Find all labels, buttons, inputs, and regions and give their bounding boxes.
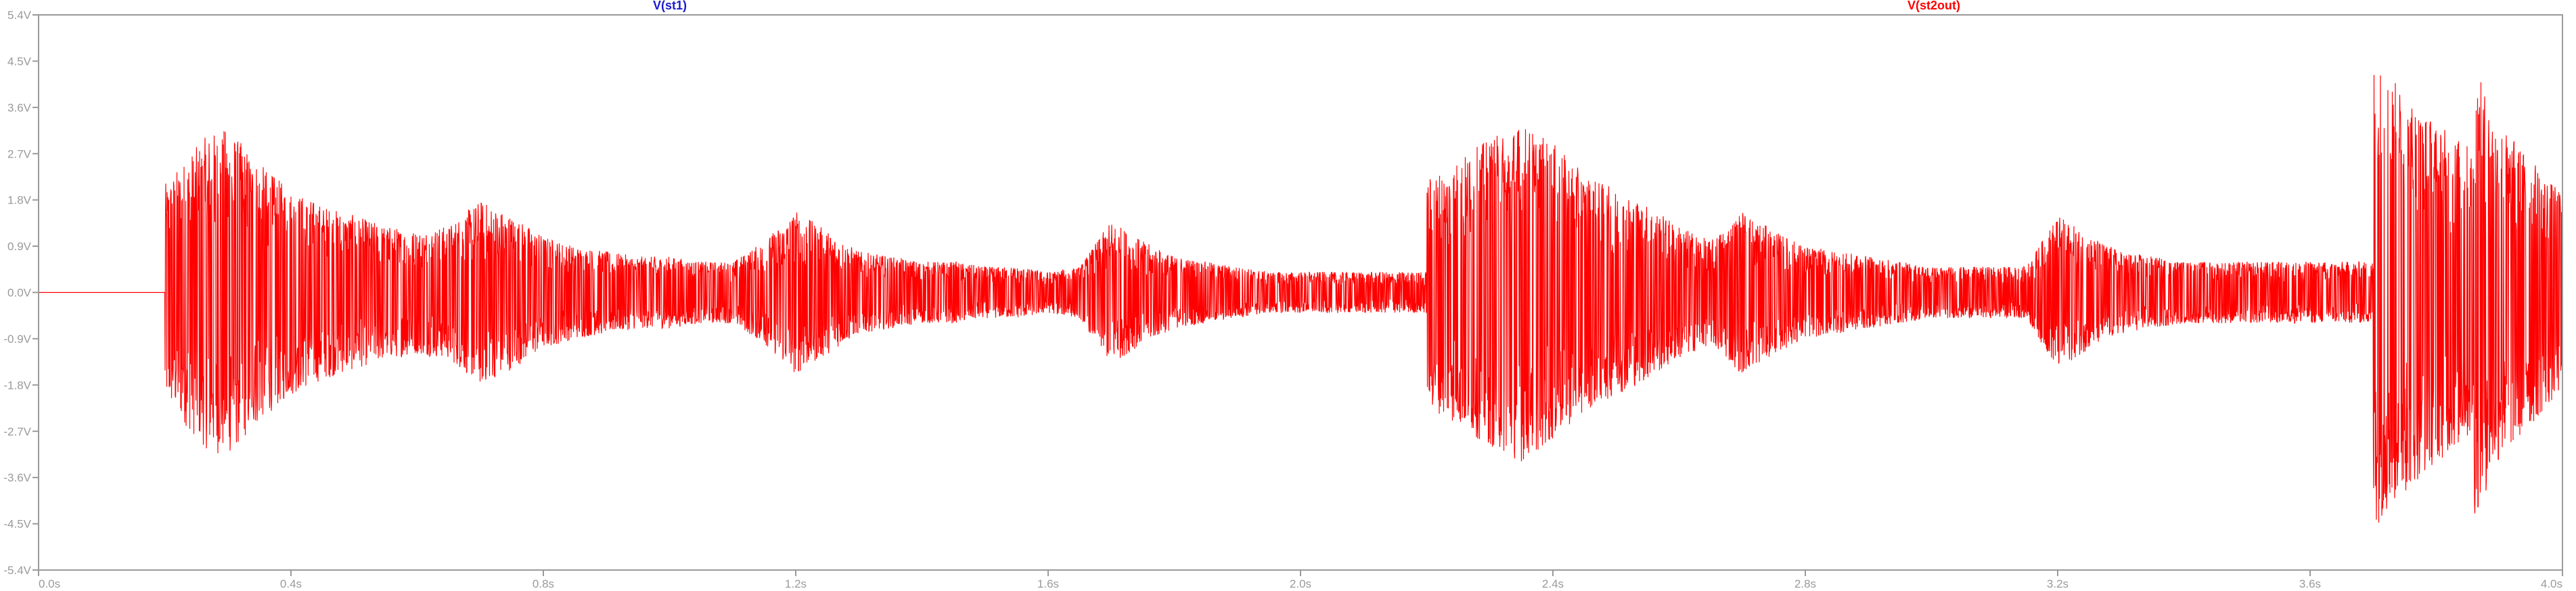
y-tick-label: 3.6V xyxy=(7,101,32,114)
y-tick-label: 0.9V xyxy=(7,240,32,253)
axes: 5.4V 4.5V 3.6V 2.7V 1.8V 0.9V 0.0V -0.9V -1.8V -2… xyxy=(3,9,2563,590)
x-tick-label: 0.0s xyxy=(39,577,60,590)
x-tick-label: 4.0s xyxy=(2541,577,2562,590)
x-tick-label: 0.8s xyxy=(533,577,554,590)
y-tick-label: 5.4V xyxy=(7,9,32,22)
y-tick-label: -1.8V xyxy=(3,379,31,392)
trace-label-v-st1[interactable]: V(st1) xyxy=(653,0,687,12)
x-tick-label: 2.0s xyxy=(1290,577,1311,590)
x-tick-label: 3.6s xyxy=(2299,577,2321,590)
x-tick-label: 3.2s xyxy=(2047,577,2069,590)
trace-v-st2out[interactable] xyxy=(39,74,2563,523)
y-tick-label: -5.4V xyxy=(3,564,31,577)
y-tick-label: 2.7V xyxy=(7,147,32,160)
waveform-traces xyxy=(39,74,2563,523)
trace-legend: V(st1) V(st2out) xyxy=(653,0,1960,12)
y-tick-label: -2.7V xyxy=(3,425,31,438)
x-tick-label: 2.4s xyxy=(1542,577,1564,590)
y-tick-label: -4.5V xyxy=(3,518,31,531)
y-tick-label: 0.0V xyxy=(7,287,32,300)
y-tick-label: -0.9V xyxy=(3,333,31,346)
trace-label-v-st2out[interactable]: V(st2out) xyxy=(1907,0,1960,12)
y-tick-label: 1.8V xyxy=(7,194,32,207)
y-tick-label: 4.5V xyxy=(7,55,32,68)
x-tick-label: 1.2s xyxy=(785,577,807,590)
x-tick-label: 1.6s xyxy=(1037,577,1059,590)
x-tick-label: 0.4s xyxy=(280,577,302,590)
y-tick-label: -3.6V xyxy=(3,471,31,484)
x-tick-label: 2.8s xyxy=(1794,577,1816,590)
